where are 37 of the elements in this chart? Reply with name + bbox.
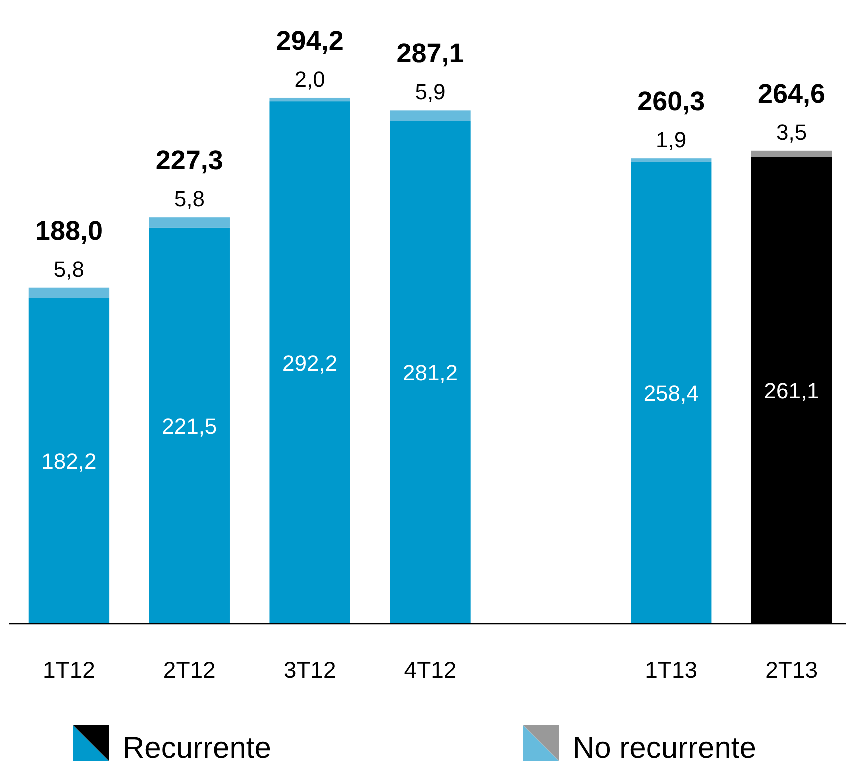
data-label: 3,5 [776,120,808,145]
data-label: 261,1 [764,378,820,404]
legend-label: Recurrente [123,732,272,765]
bar [270,102,350,624]
total-label: 287,1 [396,38,464,69]
bar [270,98,350,102]
data-label: 221,5 [162,414,218,439]
bar [631,158,712,162]
total-label: 227,3 [156,146,224,176]
bar [28,298,110,624]
data-label: 292,2 [282,350,338,376]
total-label: 264,6 [758,78,826,109]
bar [28,288,110,298]
bar [390,121,471,624]
data-label: 258,4 [644,380,699,406]
data-label: 5,8 [54,256,85,282]
bar [149,218,230,228]
bar [390,110,471,122]
total-label: 294,2 [276,26,344,56]
x-tick-label: 2T12 [163,657,216,683]
x-tick-label: 2T13 [766,657,818,683]
bar [149,228,230,624]
bar [631,162,712,624]
total-label: 188,0 [35,216,104,246]
data-label: 5,8 [174,186,205,212]
x-tick-label: 4T12 [404,657,457,683]
legend-label: No recurrente [573,732,756,765]
x-tick-label: 1T13 [645,657,698,683]
data-label: 281,2 [402,360,458,386]
data-label: 5,9 [415,80,446,105]
total-label: 260,3 [638,86,706,117]
x-tick-label: 1T12 [42,657,96,683]
x-tick-label: 3T12 [284,657,336,683]
data-label: 1,9 [656,128,687,153]
bar [751,150,832,158]
data-label: 2,0 [294,66,326,92]
data-label: 182,2 [42,449,97,474]
